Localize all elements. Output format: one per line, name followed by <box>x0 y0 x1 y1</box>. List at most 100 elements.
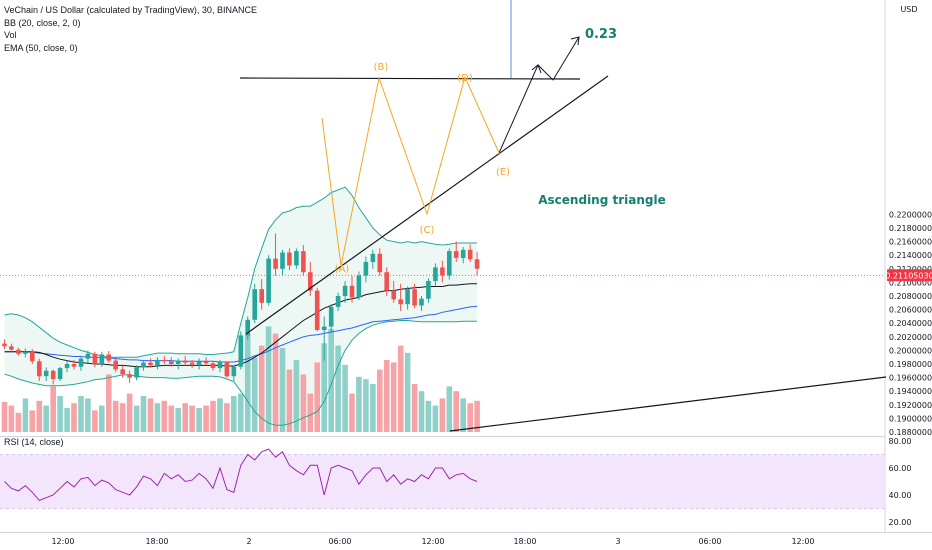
projection-path <box>498 36 580 154</box>
volume-bar <box>119 403 126 432</box>
wave-label-b: (B) <box>374 62 389 73</box>
candle-body <box>224 362 230 377</box>
wave-label-c: (C) <box>420 225 435 236</box>
volume-bar <box>321 343 327 432</box>
volume-bar <box>314 362 320 432</box>
candle-body <box>182 360 188 363</box>
volume-bar <box>383 360 390 432</box>
candle-body <box>231 366 237 377</box>
volume-bar <box>293 360 300 432</box>
volume-bar <box>154 403 161 432</box>
candle-body <box>377 253 383 273</box>
candle-body <box>99 354 105 364</box>
volume-bar <box>377 369 383 432</box>
candle-body <box>155 359 160 366</box>
candle-body <box>37 361 42 377</box>
volume-bar <box>342 364 348 432</box>
projection-arrow-1 <box>531 64 542 74</box>
rsi-tick-label: 80.00 <box>889 437 912 446</box>
volume-bar <box>251 357 258 432</box>
candle-body <box>71 364 77 367</box>
candle-body <box>356 275 362 298</box>
candle-body <box>266 258 271 303</box>
candle-body <box>405 289 410 305</box>
candle-body <box>294 251 299 266</box>
long-trend-line <box>449 376 887 432</box>
volume-bar <box>92 410 98 432</box>
rsi-tick-label: 20.00 <box>889 518 912 527</box>
pattern-label: Ascending triangle <box>538 193 666 207</box>
candle-body <box>342 285 348 296</box>
candle-body <box>57 368 63 379</box>
legend-ema[interactable]: EMA (50, close, 0) <box>4 42 78 53</box>
volume-bar <box>467 403 473 432</box>
candle-body <box>467 249 473 260</box>
candle-body <box>273 258 278 269</box>
candle-body <box>349 285 355 298</box>
volume-bar <box>356 376 362 432</box>
time-tick-label: 06:00 <box>328 537 351 546</box>
candle-body <box>127 374 132 378</box>
candle-body <box>169 361 174 364</box>
volume-bar <box>286 369 293 432</box>
candle-body <box>134 367 139 378</box>
volume-bar <box>1 402 8 432</box>
candle-body <box>9 346 14 350</box>
target-label: 0.23 <box>585 27 617 42</box>
volume-bar <box>57 396 63 432</box>
volume-bar <box>189 405 195 432</box>
candle-body <box>120 369 125 375</box>
volume-bar <box>363 379 369 432</box>
volume-bar <box>22 398 29 432</box>
volume-bar <box>244 333 251 432</box>
legend-bb[interactable]: BB (20, close, 2, 0) <box>4 17 81 28</box>
candle-body <box>113 360 118 370</box>
volume-bar <box>425 400 432 432</box>
candle-body <box>43 370 49 377</box>
candle-body <box>30 351 35 362</box>
volume-bar <box>133 405 140 432</box>
legend-symbol[interactable]: VeChain / US Dollar (calculated by Tradi… <box>4 5 257 15</box>
candle-body <box>148 362 153 366</box>
candle-body <box>370 253 376 262</box>
candle-body <box>412 289 417 306</box>
candle-body <box>474 259 480 269</box>
candle-body <box>16 349 21 354</box>
candle-body <box>238 335 244 367</box>
rsi-band <box>0 454 885 509</box>
candle-body <box>363 262 369 276</box>
volume-bar <box>182 403 188 432</box>
bb-upper-line <box>4 186 478 358</box>
volume-bar <box>8 405 15 432</box>
volume-bar <box>390 362 397 432</box>
volume-bar <box>85 398 91 432</box>
projection-arrow-2 <box>570 36 580 46</box>
time-tick-label: 12:00 <box>791 537 814 546</box>
volume-bar <box>460 398 466 432</box>
volume-bar <box>404 352 411 432</box>
candle-body <box>321 326 327 330</box>
volume-bar <box>272 333 279 432</box>
volume-bar <box>78 396 84 432</box>
candle-body <box>106 354 112 361</box>
volume-bar <box>140 396 147 432</box>
chart-legend: VeChain / US Dollar (calculated by Tradi… <box>4 4 257 54</box>
candle-body <box>384 272 389 291</box>
volume-bar <box>265 326 272 432</box>
legend-vol[interactable]: Vol <box>4 30 17 40</box>
candle-body <box>50 370 56 379</box>
rsi-legend[interactable]: RSI (14, close) <box>4 437 64 447</box>
volume-bar <box>453 391 459 432</box>
time-tick-label: 18:00 <box>513 537 536 546</box>
volume-bar <box>29 410 36 432</box>
volume-bar <box>106 374 112 432</box>
volume-bar <box>224 403 230 432</box>
volume-bar <box>175 408 181 432</box>
rsi-line <box>4 448 478 501</box>
